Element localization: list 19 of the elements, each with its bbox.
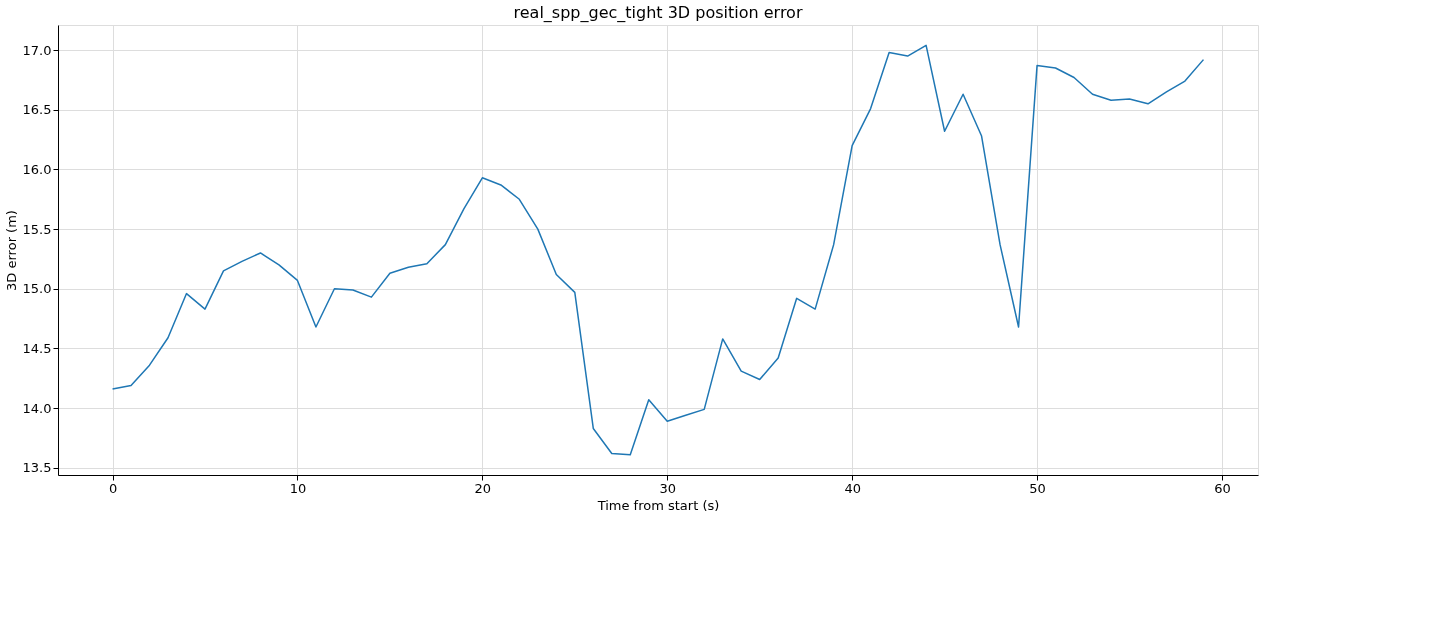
x-tick-label: 40 bbox=[844, 480, 861, 496]
y-tick-label: 15.0 bbox=[22, 281, 52, 297]
x-tick-label: 60 bbox=[1214, 480, 1231, 496]
x-tick-label: 30 bbox=[659, 480, 677, 496]
y-axis-title: 3D error (m) bbox=[3, 210, 19, 291]
line-series bbox=[111, 44, 1205, 456]
x-tick-label: 20 bbox=[474, 480, 492, 496]
x-tick-label: 50 bbox=[1029, 480, 1046, 496]
y-tick-label: 16.0 bbox=[22, 161, 52, 177]
x-axis-title: Time from start (s) bbox=[596, 497, 720, 513]
x-tick-label: 10 bbox=[289, 480, 307, 496]
x-tick-label: 0 bbox=[108, 480, 118, 496]
y-tick-label: 15.5 bbox=[22, 221, 52, 237]
y-tick-label: 14.0 bbox=[22, 400, 52, 416]
y-tick-label: 14.5 bbox=[22, 340, 52, 356]
y-tick-label: 16.5 bbox=[22, 102, 52, 118]
y-tick-label: 13.5 bbox=[22, 460, 52, 476]
y-tick-label: 17.0 bbox=[22, 42, 52, 58]
chart-title: real_spp_gec_tight 3D position error bbox=[513, 3, 803, 23]
